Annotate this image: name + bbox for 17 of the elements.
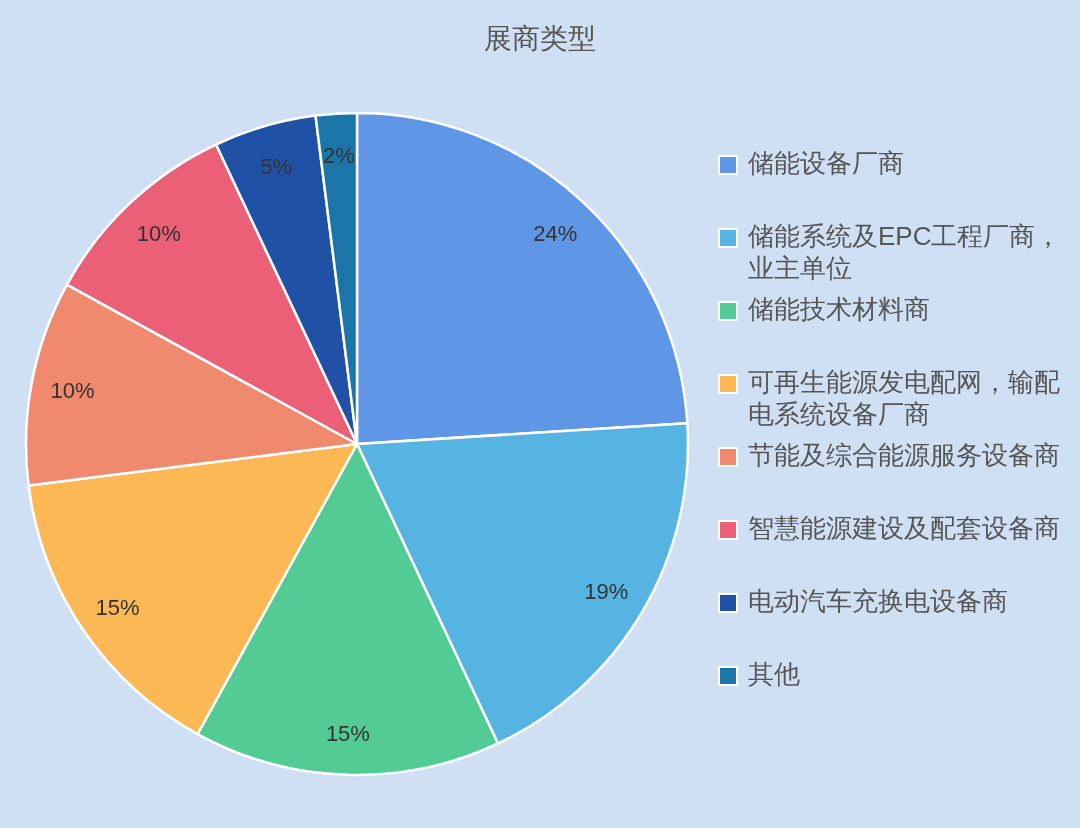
legend-label: 可再生能源发电配网，输配电系统设备厂商 [748,366,1061,430]
legend-label: 智慧能源建设及配套设备商 [748,512,1061,544]
data-label: 24% [533,220,578,246]
data-label: 5% [260,153,293,179]
legend-label: 电动汽车充换电设备商 [748,585,1009,617]
data-label: 10% [50,377,95,403]
legend-label: 其他 [748,658,801,690]
data-label: 15% [325,721,370,747]
legend-label: 储能设备厂商 [748,147,905,179]
data-label: 19% [584,579,629,605]
data-label: 15% [95,594,140,620]
legend-label: 储能系统及EPC工程厂商，业主单位 [748,220,1063,284]
data-label: 2% [322,142,355,168]
legend-label: 储能技术材料商 [748,293,931,325]
data-label: 10% [136,220,181,246]
chart-title: 展商类型 [484,23,596,54]
legend-label: 节能及综合能源服务设备商 [748,439,1061,471]
